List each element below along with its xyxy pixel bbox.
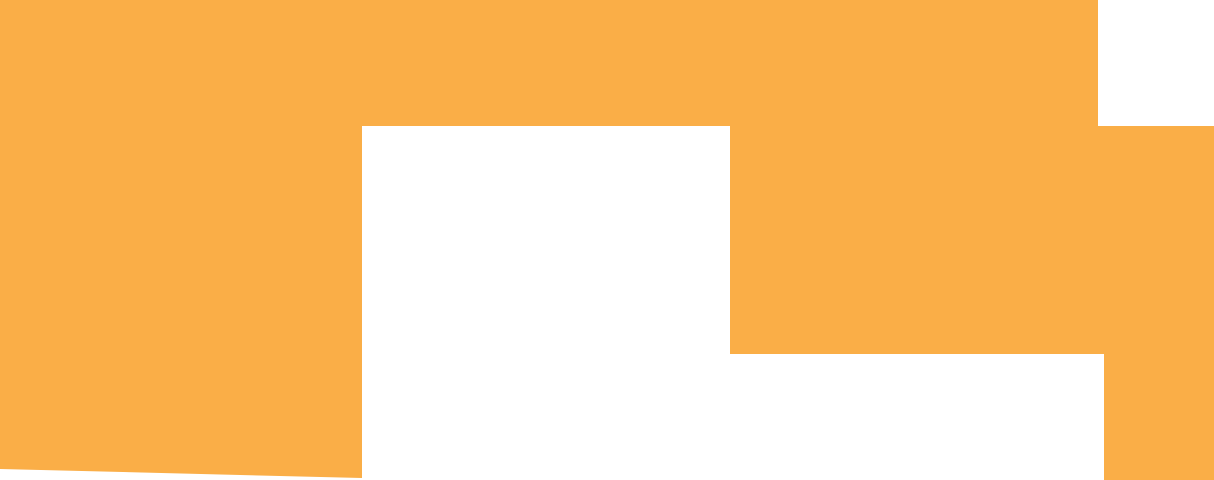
abstract-shape-svg xyxy=(0,0,1214,480)
orange-blocks-polygon xyxy=(0,0,1214,480)
canvas xyxy=(0,0,1214,480)
